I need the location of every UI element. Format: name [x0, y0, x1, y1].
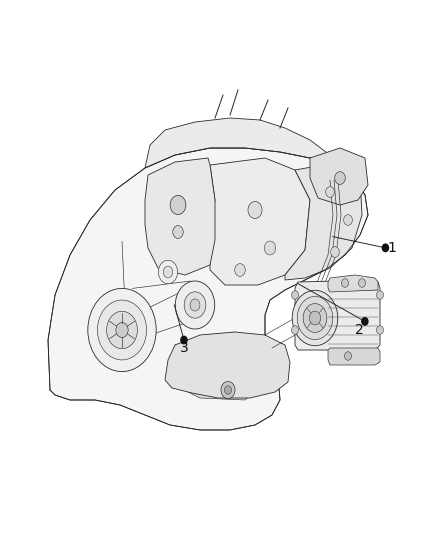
Circle shape	[175, 281, 215, 329]
Polygon shape	[48, 148, 368, 430]
Circle shape	[344, 215, 353, 225]
Circle shape	[221, 382, 235, 399]
Text: 2: 2	[355, 324, 364, 337]
Circle shape	[248, 201, 262, 219]
Text: 1: 1	[388, 241, 396, 255]
Circle shape	[88, 288, 156, 372]
Circle shape	[377, 326, 384, 334]
Circle shape	[116, 322, 128, 337]
Polygon shape	[310, 148, 368, 205]
Polygon shape	[165, 332, 290, 398]
Circle shape	[292, 290, 338, 346]
Polygon shape	[285, 162, 362, 280]
Circle shape	[358, 279, 365, 287]
Circle shape	[325, 187, 334, 197]
Polygon shape	[210, 158, 310, 285]
Circle shape	[309, 311, 321, 325]
Circle shape	[382, 244, 389, 252]
Circle shape	[159, 260, 178, 284]
Circle shape	[342, 279, 349, 287]
Circle shape	[377, 290, 384, 299]
Circle shape	[292, 290, 299, 299]
Circle shape	[292, 326, 299, 334]
Circle shape	[225, 386, 232, 394]
Circle shape	[303, 304, 327, 333]
Circle shape	[345, 352, 352, 360]
Polygon shape	[145, 118, 335, 168]
Circle shape	[97, 300, 147, 360]
Polygon shape	[328, 275, 378, 292]
Circle shape	[181, 336, 187, 344]
Polygon shape	[172, 332, 265, 400]
Polygon shape	[145, 158, 215, 275]
Circle shape	[106, 311, 138, 349]
Circle shape	[163, 266, 173, 278]
Circle shape	[335, 172, 345, 184]
Text: 3: 3	[180, 341, 188, 354]
Circle shape	[331, 247, 339, 257]
Polygon shape	[295, 280, 380, 350]
Circle shape	[235, 264, 245, 277]
Circle shape	[173, 225, 183, 238]
Circle shape	[297, 296, 333, 340]
Circle shape	[170, 196, 186, 215]
Polygon shape	[328, 348, 380, 365]
Circle shape	[362, 318, 368, 325]
Circle shape	[184, 292, 206, 318]
Circle shape	[190, 299, 200, 311]
Circle shape	[264, 241, 276, 255]
